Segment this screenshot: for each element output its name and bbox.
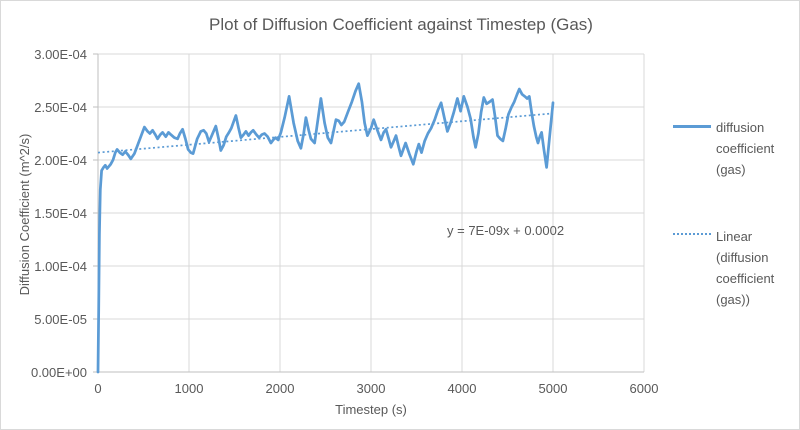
x-tick-label: 4000	[447, 381, 477, 396]
x-tick-label: 1000	[174, 381, 204, 396]
x-tick-label: 6000	[629, 381, 659, 396]
legend-series-line-sample[interactable]	[673, 125, 711, 128]
x-axis-title: Timestep (s)	[335, 402, 407, 417]
y-tick-label: 0.00E+00	[30, 365, 87, 380]
y-tick-label: 1.00E-04	[34, 259, 87, 274]
y-tick-label: 3.00E-04	[34, 47, 87, 62]
y-axis-title: Diffusion Coefficient (m^2/s)	[17, 133, 32, 296]
y-tick-label: 1.50E-04	[34, 206, 87, 221]
legend-item-series[interactable]: diffusion coefficient (gas)	[716, 120, 775, 177]
x-tick-label: 2000	[265, 381, 295, 396]
series-line[interactable]	[96, 82, 555, 374]
y-tick-label: 5.00E-05	[34, 312, 87, 327]
chart-title: Plot of Diffusion Coefficient against Ti…	[209, 15, 593, 34]
x-tick-label: 0	[94, 381, 102, 396]
legend-item-trendline[interactable]: Linear (diffusion coefficient (gas))	[716, 229, 775, 307]
trendline-equation-label: y = 7E-09x + 0.0002	[447, 223, 565, 238]
x-tick-label: 5000	[538, 381, 568, 396]
x-tick-label: 3000	[356, 381, 386, 396]
legend-trendline-sample[interactable]	[673, 233, 711, 235]
y-tick-label: 2.50E-04	[34, 100, 87, 115]
y-tick-label: 2.00E-04	[34, 153, 87, 168]
